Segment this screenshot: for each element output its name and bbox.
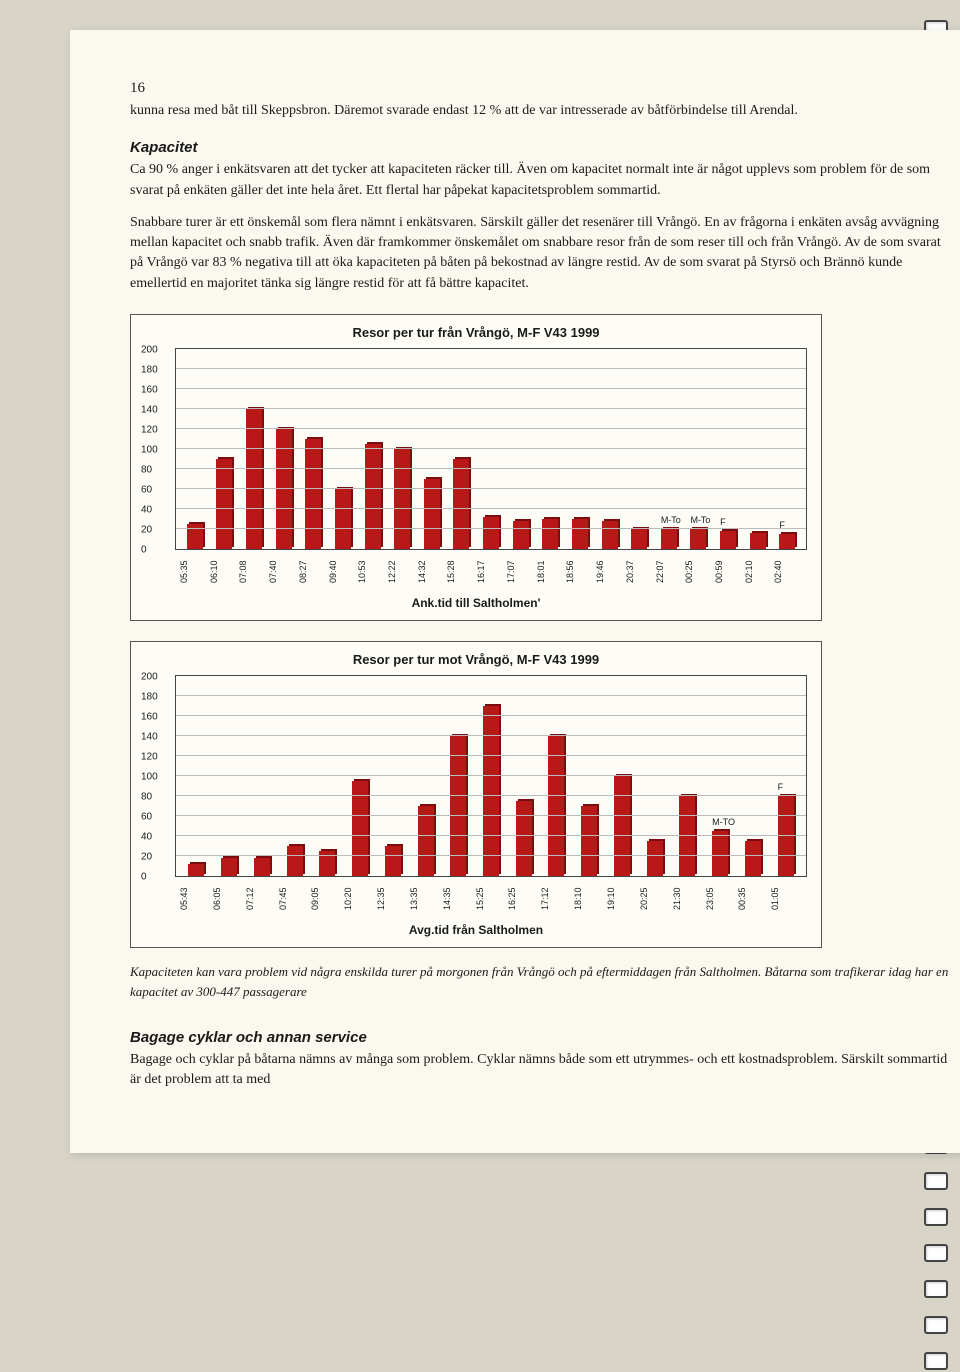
x-tick-label: 18:01 [536,554,566,590]
x-tick-label: 00:35 [737,881,770,917]
y-tick: 120 [141,425,775,436]
y-tick: 40 [141,505,775,516]
y-tick: 80 [141,465,775,476]
x-tick-label: 05:43 [179,881,212,917]
section-heading-bagage: Bagage cyklar och annan service [130,1029,950,1046]
y-tick: 120 [141,752,775,763]
x-tick-label: 16:17 [476,554,506,590]
intro-paragraph: kunna resa med båt till Skeppsbron. Däre… [130,101,950,121]
x-tick-label: 09:05 [310,881,343,917]
chart-caption: Kapaciteten kan vara problem vid några e… [130,962,950,1001]
x-tick-label: 18:10 [573,881,606,917]
kapacitet-paragraph-1: Ca 90 % anger i enkätsvaren att det tyck… [130,160,950,201]
x-tick-label: 07:08 [238,554,268,590]
bar: F [779,534,795,549]
x-tick-label: 16:25 [507,881,540,917]
x-tick-label: 02:10 [744,554,774,590]
bar-top-label: M-To [661,515,681,525]
y-tick: 100 [141,445,775,456]
x-tick-label: 05:35 [179,554,209,590]
x-tick-label: 14:35 [442,881,475,917]
y-tick: 40 [141,832,775,843]
y-tick: 60 [141,812,775,823]
y-tick: 200 [141,672,775,683]
x-tick-label: 07:45 [278,881,311,917]
x-tick-label: 19:46 [595,554,625,590]
x-tick-label: 21:30 [672,881,705,917]
bagage-paragraph-1: Bagage och cyklar på båtarna nämns av må… [130,1050,950,1091]
chart-2-title: Resor per tur mot Vrångö, M-F V43 1999 [141,652,811,667]
x-tick-label: 15:25 [475,881,508,917]
bar: F [778,796,794,876]
y-tick: 20 [141,852,775,863]
page-number: 16 [130,80,950,97]
x-tick-label: 06:10 [209,554,239,590]
kapacitet-paragraph-2: Snabbare turer är ett önskemål som flera… [130,213,950,294]
y-tick: 140 [141,405,775,416]
x-tick-label: 10:53 [357,554,387,590]
document-page: 16 kunna resa med båt till Skeppsbron. D… [70,30,960,1153]
x-tick-label: 10:20 [343,881,376,917]
x-tick-label: 00:25 [684,554,714,590]
y-tick: 140 [141,732,775,743]
chart-2-xlabels: 05:4306:0507:1207:4509:0510:2012:3513:35… [175,881,807,917]
x-tick-label: 23:05 [705,881,738,917]
y-tick: 200 [141,345,775,356]
chart-1-xlabels: 05:3506:1007:0807:4008:2709:4010:5312:22… [175,554,807,590]
y-tick: 60 [141,485,775,496]
y-tick: 100 [141,772,775,783]
x-tick-label: 06:05 [212,881,245,917]
y-tick: 20 [141,525,775,536]
section-heading-kapacitet: Kapacitet [130,139,950,156]
x-tick-label: 07:12 [245,881,278,917]
y-tick: 160 [141,712,775,723]
x-tick-label: 22:07 [655,554,685,590]
y-tick: 180 [141,365,775,376]
chart-2-xaxis-title: Avg.tid från Saltholmen [141,923,811,937]
x-tick-label: 15:28 [446,554,476,590]
x-tick-label: 07:40 [268,554,298,590]
y-tick: 160 [141,385,775,396]
x-tick-label: 20:25 [639,881,672,917]
x-tick-label: 12:22 [387,554,417,590]
x-tick-label: 20:37 [625,554,655,590]
x-tick-label: 18:56 [565,554,595,590]
bar [335,489,351,549]
x-tick-label: 09:40 [328,554,358,590]
x-tick-label: 01:05 [770,881,803,917]
bar-top-label: M-To [690,515,710,525]
x-tick-label: 17:12 [540,881,573,917]
chart-1-xaxis-title: Ank.tid till Saltholmen' [141,596,811,610]
x-tick-label: 19:10 [606,881,639,917]
x-tick-label: 13:35 [409,881,442,917]
y-tick: 80 [141,792,775,803]
chart-1-title: Resor per tur från Vrångö, M-F V43 1999 [141,325,811,340]
x-tick-label: 17:07 [506,554,536,590]
chart-1: Resor per tur från Vrångö, M-F V43 1999 … [130,314,822,621]
x-tick-label: 12:35 [376,881,409,917]
y-tick: 180 [141,692,775,703]
x-tick-label: 02:40 [773,554,803,590]
chart-2: Resor per tur mot Vrångö, M-F V43 1999 M… [130,641,822,948]
x-tick-label: 08:27 [298,554,328,590]
x-tick-label: 14:32 [417,554,447,590]
bar-top-label: F [778,782,784,792]
x-tick-label: 00:59 [714,554,744,590]
